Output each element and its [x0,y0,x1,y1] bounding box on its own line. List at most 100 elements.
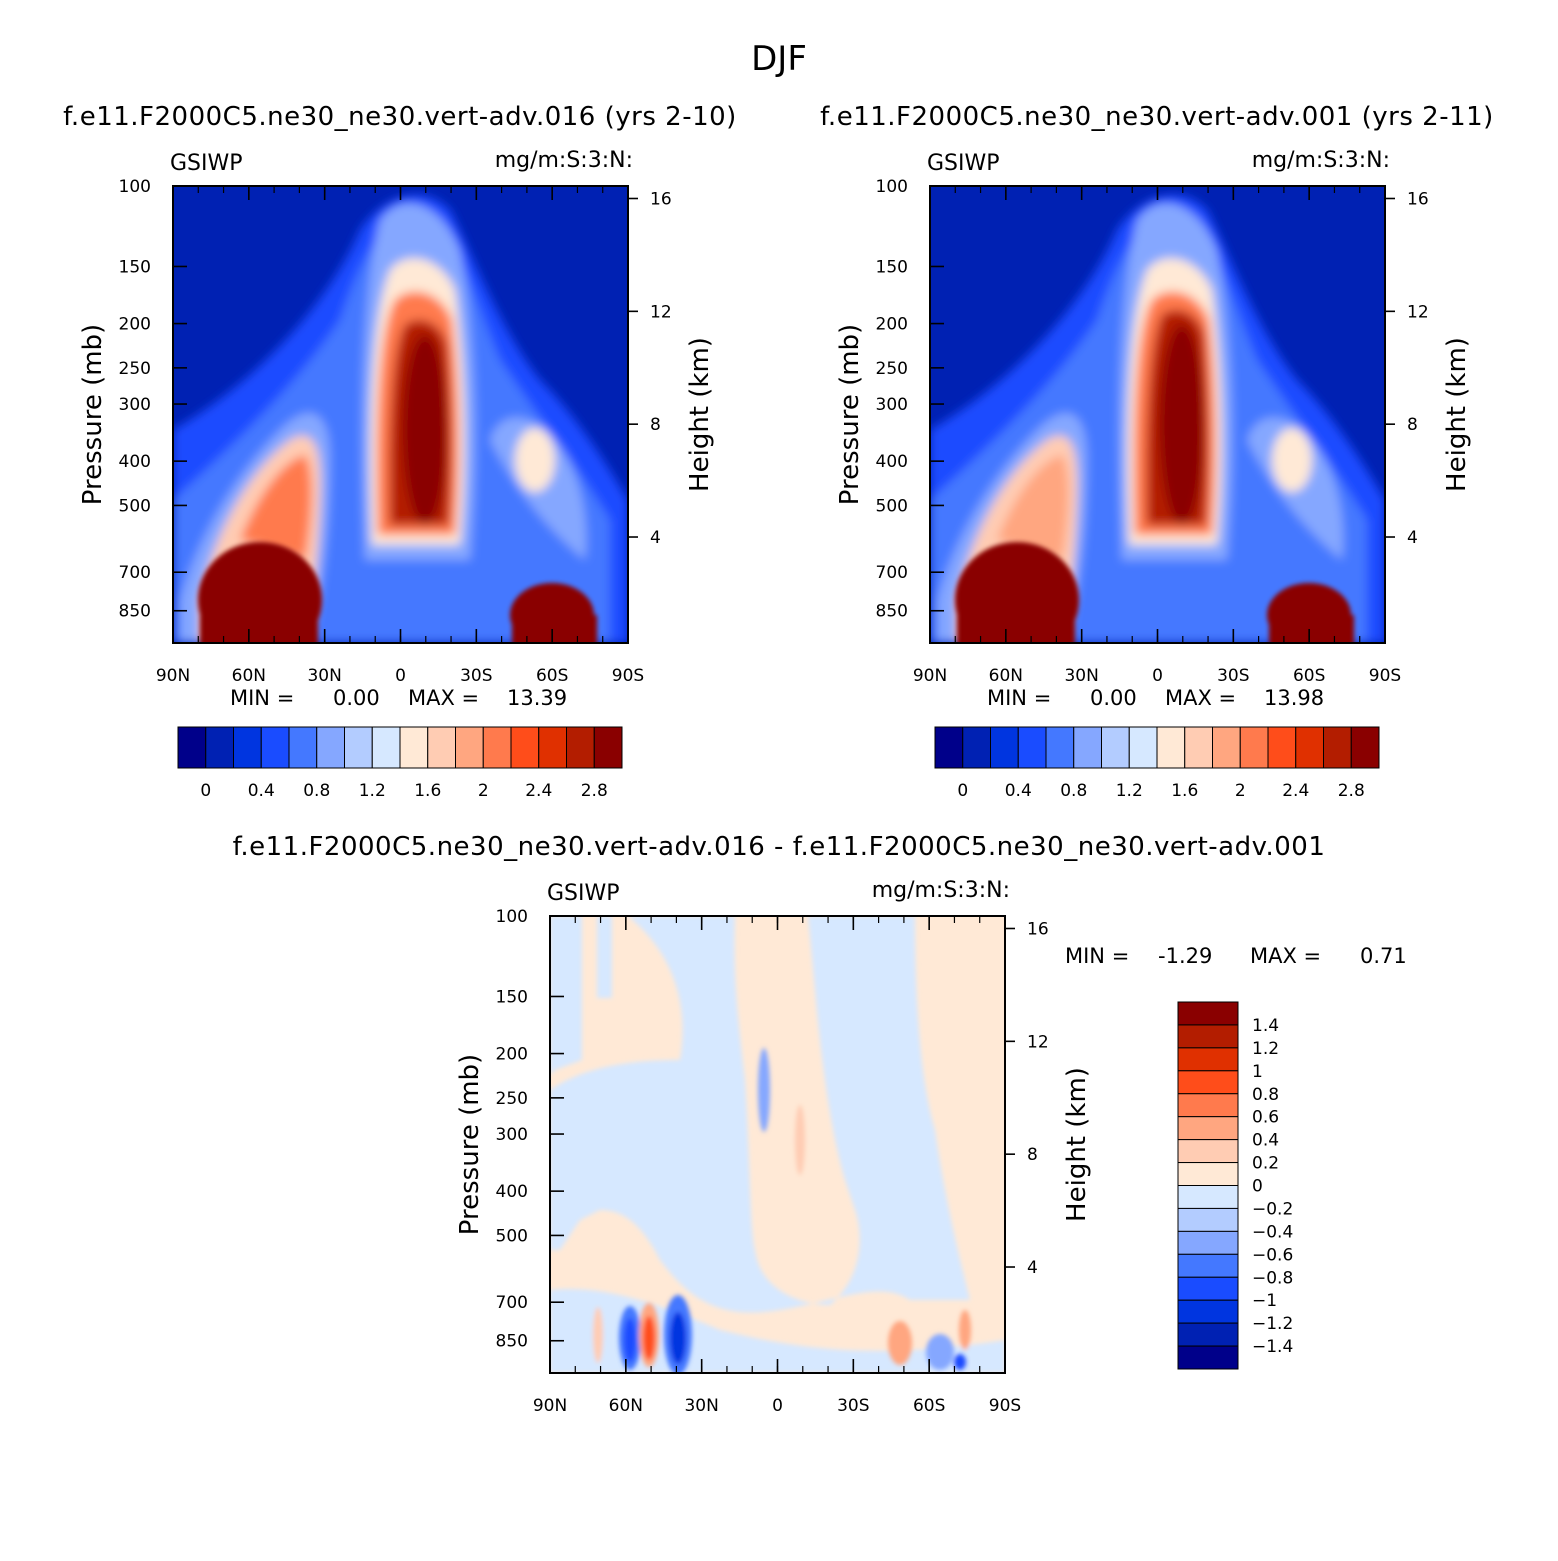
colorbar-box [177,726,207,769]
y2-tick-label: 16 [1027,919,1049,939]
y-axis-label: Pressure (mb) [455,1054,485,1235]
colorbar-box [1177,1345,1239,1370]
x-tick-label: 30S [1217,666,1249,686]
y2-tick-label: 4 [1407,528,1418,548]
colorbar-box [1177,1207,1239,1232]
panel-2-sh-plume-core [1272,428,1312,492]
colorbar-label: 0.8 [1252,1085,1279,1105]
colorbar-label: 0.4 [1005,781,1032,801]
panel-1-max-value: 13.39 [507,686,567,710]
colorbar-label: 1 [1252,1062,1263,1082]
x-tick-label: 30S [837,1396,869,1416]
colorbar-label: 2.8 [1338,781,1365,801]
panel-3-max-value: 0.71 [1360,944,1407,968]
panel-3-pos-streak-2 [593,1307,603,1363]
panel-3-neg-strong-core [670,1312,686,1364]
panel-3-pos-south [888,1321,912,1365]
panel-2-units: mg/m:S:3:N: [1252,148,1390,173]
panel-3-pos-streak-1 [795,1105,805,1175]
panel-3-neg-zone-2 [597,916,612,998]
colorbar-box [1156,726,1186,769]
y-tick-label: 500 [119,496,151,516]
x-tick-label: 60N [232,666,266,686]
colorbar-label: 1.2 [359,781,386,801]
colorbar-label: 0.4 [248,781,275,801]
panel-2-title: f.e11.F2000C5.ne30_ne30.vert-adv.001 (yr… [820,102,1494,132]
panel-1-tropics-core [403,335,447,525]
colorbar-label: 0.8 [1060,781,1087,801]
colorbar-box [233,726,262,769]
colorbar-box [1177,1253,1239,1278]
panel-3-neg-zone-3 [550,916,970,1313]
colorbar-box [1239,726,1269,769]
x-tick-label: 0 [1152,666,1163,686]
y-tick-label: 200 [496,1045,528,1065]
x-tick-label: 0 [395,666,406,686]
y2-tick-label: 4 [1027,1258,1038,1278]
colorbar-label: −0.6 [1252,1245,1293,1265]
colorbar-box [1177,1299,1239,1324]
panel-1-variable: GSIWP [170,151,243,176]
colorbar-box [1184,726,1213,769]
y-tick-label: 200 [119,315,151,335]
y-tick-label: 300 [876,395,908,415]
colorbar-box [1177,1116,1239,1141]
panel-3-neg-zone-1 [550,916,582,1075]
panel-2-tropics-core [1160,325,1204,525]
colorbar-label: 0 [1252,1177,1263,1197]
colorbar-box [1350,726,1380,769]
colorbar-box [205,726,234,769]
colorbar-box [288,726,318,769]
y-tick-label: 500 [876,496,908,516]
y-tick-label: 100 [119,177,151,197]
y-tick-label: 700 [496,1293,528,1313]
panel-3-min-label: MIN = [1065,944,1129,968]
panel-3-variable: GSIWP [547,881,620,906]
panel-2-min-label: MIN = [987,686,1051,710]
y2-tick-label: 8 [1407,415,1418,435]
colorbar-label: 2.4 [1282,781,1309,801]
colorbar-label: 0.6 [1252,1108,1279,1128]
colorbar-box [1177,1230,1239,1255]
panel-2-nh-max-base [957,595,1075,643]
x-tick-label: 60N [609,1396,643,1416]
colorbar-box [538,726,567,769]
colorbar-label: 0.4 [1252,1131,1279,1151]
colorbar-label: 2.4 [525,781,552,801]
x-tick-label: 60S [913,1396,945,1416]
y-tick-label: 150 [496,987,528,1007]
colorbar-box [1212,726,1241,769]
x-tick-label: 30S [460,666,492,686]
colorbar-label: 1.2 [1116,781,1143,801]
panel-2-max-label: MAX = [1165,686,1236,710]
panel-3-neg-south-core [954,1354,966,1370]
panel-2-nh-plume-3 [997,455,1069,560]
panel-1-units: mg/m:S:3:N: [495,148,633,173]
panel-1-field [173,186,628,643]
panel-3-colorbar: 1.4 1.2 1 0.8 0.6 0.4 0.2 0−0.2 −0.4 −0.6 −0.8 −1 −1… [1177,1001,1293,1370]
colorbar-box [1177,1001,1239,1026]
panel-3-min-value: -1.29 [1158,944,1212,968]
panel-3-max-label: MAX = [1250,944,1321,968]
panel-2-sh-max-base [1269,615,1354,643]
panel-3-pos-streak-3 [959,1310,971,1350]
colorbar-box [1323,726,1352,769]
y2-axis-label: Height (km) [1062,1067,1092,1222]
colorbar-box [1177,1024,1239,1049]
colorbar-label: 0.8 [303,781,330,801]
panel-3-eq-streak [758,1048,770,1132]
colorbar-box [1295,726,1324,769]
x-tick-label: 90S [989,1396,1021,1416]
y2-tick-label: 12 [1407,302,1429,322]
colorbar-label: −1.2 [1252,1314,1293,1334]
panel-2-axes: 90N 60N 30N 0 30S 60S 90S 100 150 200 250 300 400 500… [835,177,1472,686]
panel-1-sh-plume-core [515,428,555,492]
colorbar-label: 1.6 [1171,781,1198,801]
x-tick-label: 90N [533,1396,567,1416]
colorbar-box [482,726,512,769]
colorbar-box [455,726,484,769]
colorbar-label: −0.8 [1252,1268,1293,1288]
colorbar-box [1177,1139,1239,1164]
colorbar-box [990,726,1019,769]
